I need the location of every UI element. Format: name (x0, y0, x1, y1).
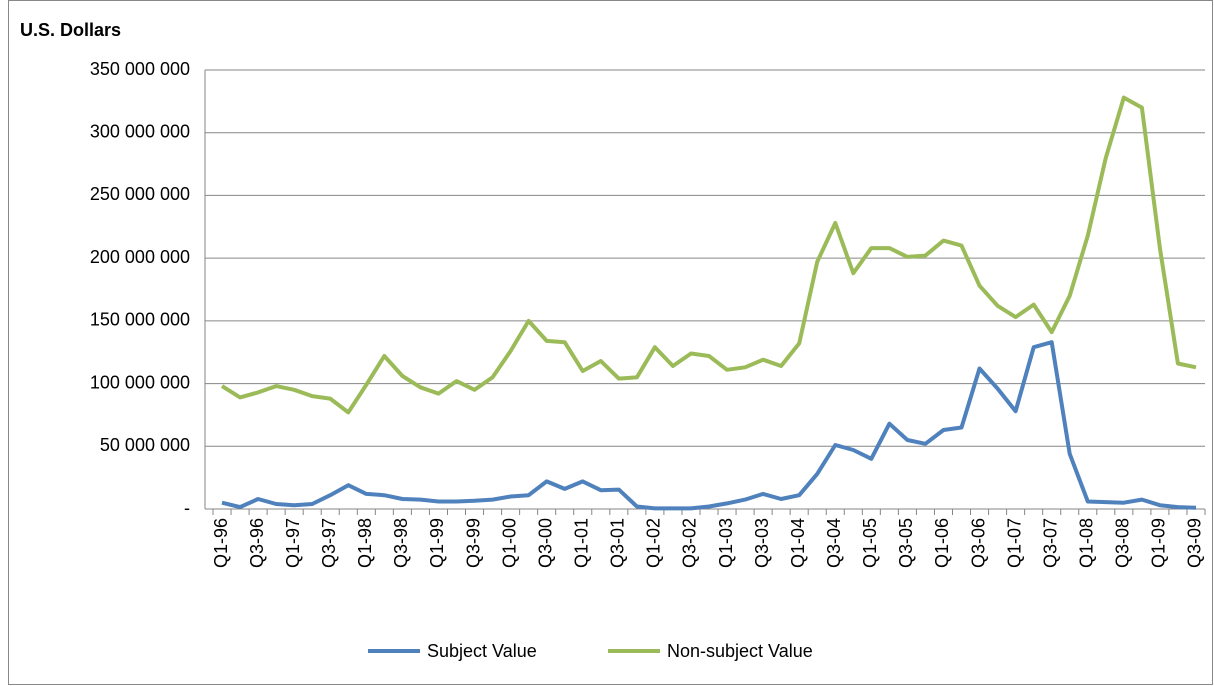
x-tick-label: Q1-97 (283, 518, 303, 568)
x-tick-label: Q1-06 (932, 518, 952, 568)
x-tick-label: Q3-04 (824, 518, 844, 568)
x-tick-label: Q3-99 (463, 518, 483, 568)
x-tick-label: Q3-07 (1040, 518, 1060, 568)
x-tick-label: Q3-96 (247, 518, 267, 568)
x-tick-label: Q1-03 (716, 518, 736, 568)
x-tick-label: Q1-00 (499, 518, 519, 568)
y-tick-label: - (184, 498, 190, 518)
x-tick-label: Q3-01 (608, 518, 628, 568)
x-tick-label: Q1-04 (788, 518, 808, 568)
y-tick-label: 50 000 000 (100, 435, 190, 455)
x-tick-label: Q1-98 (355, 518, 375, 568)
x-tick-label: Q1-02 (644, 518, 664, 568)
x-tick-label: Q3-03 (752, 518, 772, 568)
x-tick-label: Q3-00 (535, 518, 555, 568)
y-tick-label: 300 000 000 (90, 121, 190, 141)
x-tick-label: Q3-05 (896, 518, 916, 568)
x-tick-label: Q3-08 (1113, 518, 1133, 568)
x-tick-label: Q1-08 (1077, 518, 1097, 568)
x-tick-label: Q3-09 (1185, 518, 1205, 568)
x-tick-label: Q1-09 (1149, 518, 1169, 568)
y-axis-label: U.S. Dollars (20, 20, 121, 40)
y-tick-label: 100 000 000 (90, 372, 190, 392)
x-tick-label: Q3-97 (319, 518, 339, 568)
x-tick-label: Q3-02 (680, 518, 700, 568)
x-tick-label: Q1-01 (571, 518, 591, 568)
x-tick-label: Q1-96 (211, 518, 231, 568)
y-tick-label: 200 000 000 (90, 247, 190, 267)
y-tick-label: 350 000 000 (90, 59, 190, 79)
y-tick-label: 250 000 000 (90, 184, 190, 204)
y-tick-label: 150 000 000 (90, 310, 190, 330)
chart-border (8, 0, 1213, 685)
x-tick-label: Q1-99 (427, 518, 447, 568)
x-tick-label: Q3-06 (968, 518, 988, 568)
series-line (221, 340, 1197, 511)
legend-label: Subject Value (427, 641, 537, 661)
x-tick-label: Q3-98 (391, 518, 411, 568)
x-tick-label: Q1-05 (860, 518, 880, 568)
x-tick-label: Q1-07 (1004, 518, 1024, 568)
legend-label: Non-subject Value (667, 641, 813, 661)
series-line (220, 95, 1197, 415)
